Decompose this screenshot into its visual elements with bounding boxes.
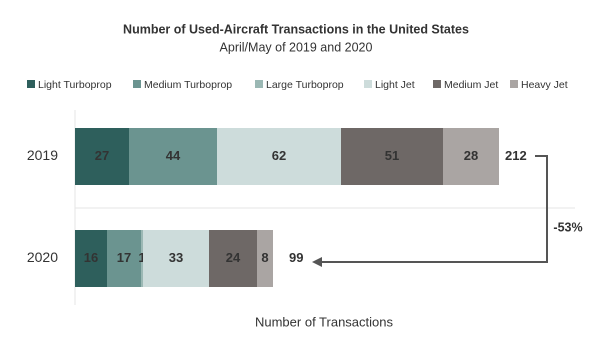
value-label: 28	[464, 148, 478, 163]
bar-segment	[443, 128, 499, 185]
bar-segment	[129, 128, 217, 185]
chart-subtitle: April/May of 2019 and 2020	[220, 40, 373, 54]
value-label: 1	[138, 250, 145, 265]
legend-label: Light Jet	[375, 79, 415, 91]
bar-segment	[257, 230, 273, 287]
bar-segment	[217, 128, 341, 185]
legend-swatch	[133, 80, 141, 88]
value-label: 24	[226, 250, 241, 265]
bar-segment	[209, 230, 257, 287]
bar-segment	[107, 230, 141, 287]
value-label: 8	[261, 250, 268, 265]
change-annotation: -53%	[553, 220, 582, 234]
legend-swatch	[255, 80, 263, 88]
legend-swatch	[27, 80, 35, 88]
legend-label: Large Turboprop	[266, 79, 344, 91]
value-label: 62	[272, 148, 286, 163]
legend-swatch	[364, 80, 372, 88]
x-axis-label: Number of Transactions	[255, 314, 394, 329]
chart-title: Number of Used-Aircraft Transactions in …	[123, 22, 469, 36]
legend-swatch	[433, 80, 441, 88]
y-tick-label: 2019	[27, 147, 58, 163]
arrow-head	[312, 257, 322, 267]
value-label: 17	[117, 250, 131, 265]
value-label: 44	[166, 148, 181, 163]
y-tick-label: 2020	[27, 249, 58, 265]
value-label: 33	[169, 250, 183, 265]
total-label: 99	[289, 250, 303, 265]
bar-segment	[75, 128, 129, 185]
value-label: 51	[385, 148, 399, 163]
bar-segment	[341, 128, 443, 185]
legend-label: Heavy Jet	[521, 79, 568, 91]
bar-segment	[143, 230, 209, 287]
legend-swatch	[510, 80, 518, 88]
legend-label: Light Turboprop	[38, 79, 112, 91]
bar-segment	[141, 230, 143, 287]
legend-label: Medium Turboprop	[144, 79, 232, 91]
value-label: 16	[84, 250, 98, 265]
total-label: 212	[505, 148, 527, 163]
legend-label: Medium Jet	[444, 79, 498, 91]
bar-segment	[75, 230, 107, 287]
value-label: 27	[95, 148, 109, 163]
change-arrow	[318, 155, 548, 263]
